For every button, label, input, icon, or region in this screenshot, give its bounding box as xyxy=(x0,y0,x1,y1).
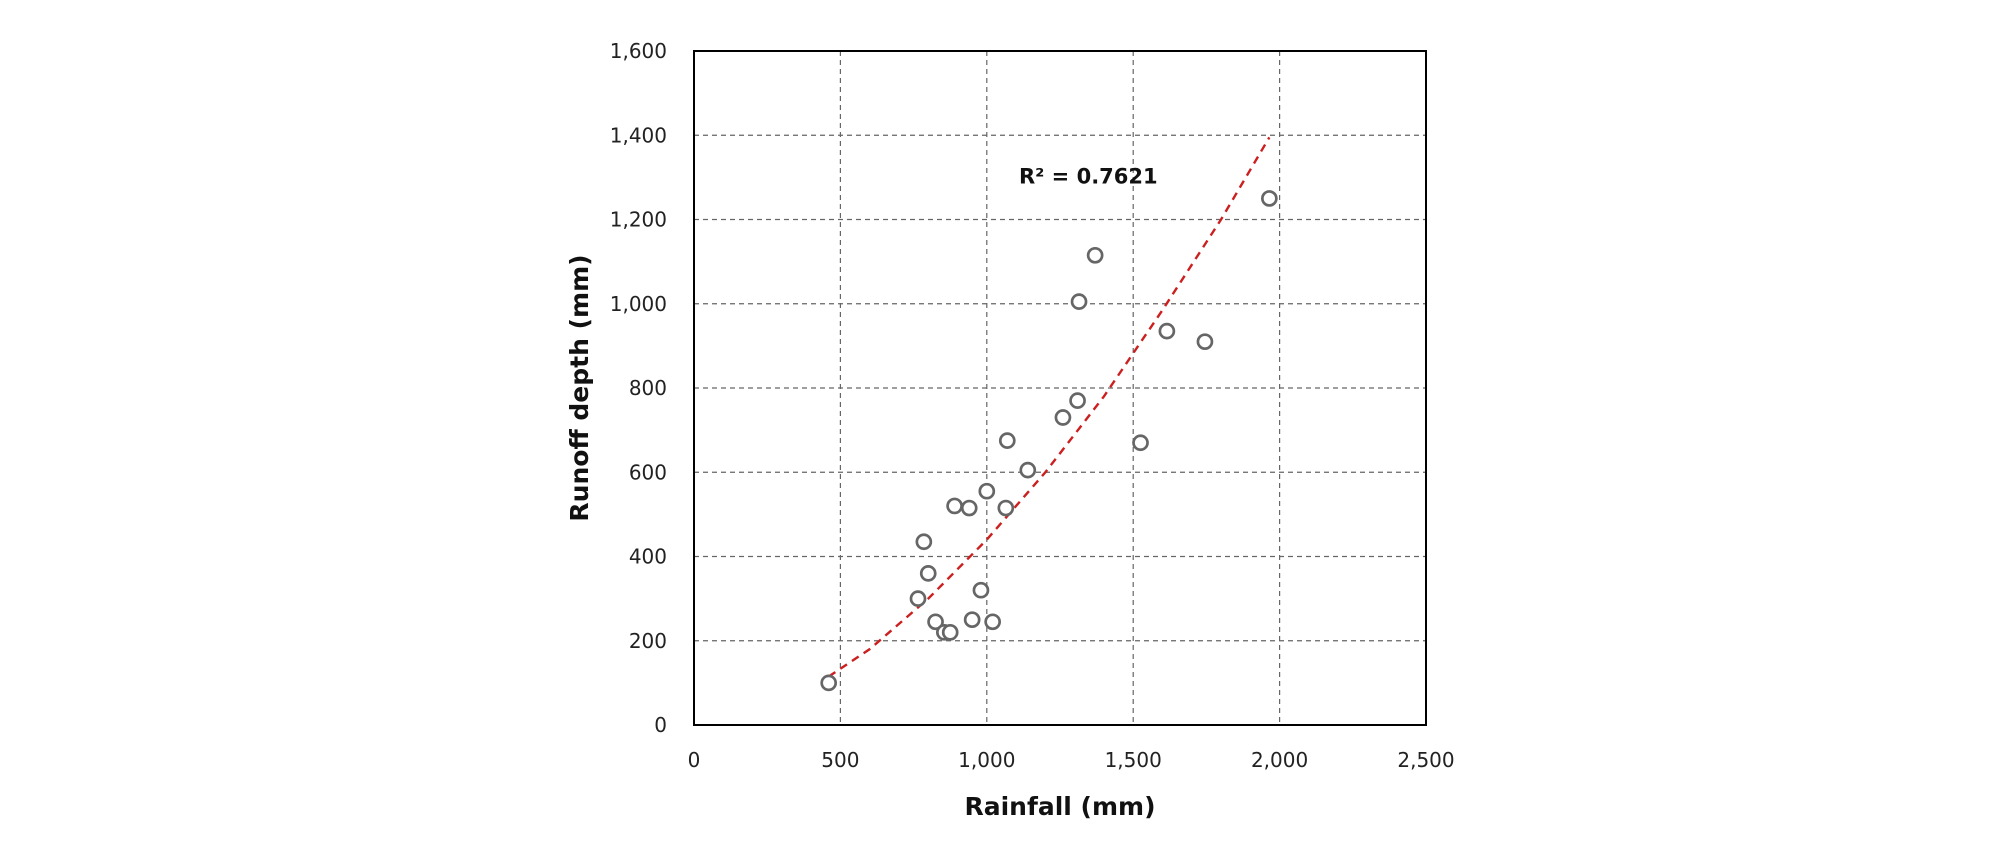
data-point xyxy=(1054,409,1072,426)
x-tick-label: 0 xyxy=(688,748,701,772)
y-tick-label: 1,600 xyxy=(610,39,667,63)
plot-frame xyxy=(693,50,1427,726)
x-tick-label: 1,500 xyxy=(1105,748,1162,772)
r-squared-annotation: R² = 0.7621 xyxy=(1019,165,1158,189)
data-point xyxy=(909,590,927,607)
data-point xyxy=(919,564,937,582)
y-axis-tick-labels: 0 200 400 600 800 1,000 1,200 1,400 1,600 xyxy=(610,39,667,737)
data-point xyxy=(998,432,1016,450)
y-tick-label: 1,000 xyxy=(610,292,667,316)
data-point xyxy=(960,499,978,517)
y-tick-label: 0 xyxy=(654,713,667,737)
data-point xyxy=(1132,434,1149,452)
data-point xyxy=(1158,322,1176,340)
y-tick-label: 200 xyxy=(629,629,667,653)
data-point xyxy=(927,613,944,631)
data-point xyxy=(1070,293,1088,310)
data-point xyxy=(978,482,996,500)
grid-lines xyxy=(694,51,1426,725)
x-tick-label: 500 xyxy=(821,748,859,772)
y-tick-label: 1,200 xyxy=(610,208,667,232)
y-tick-label: 400 xyxy=(629,545,667,569)
y-axis-title: Runoff depth (mm) xyxy=(565,254,594,521)
data-point xyxy=(1196,333,1214,351)
x-tick-label: 2,000 xyxy=(1251,748,1308,772)
y-tick-label: 800 xyxy=(629,376,667,400)
data-point xyxy=(963,611,981,629)
scatter-points xyxy=(820,190,1278,692)
data-point xyxy=(820,674,838,692)
x-tick-label: 2,500 xyxy=(1397,748,1454,772)
y-tick-label: 1,400 xyxy=(610,123,667,147)
data-point xyxy=(1261,190,1278,207)
data-point xyxy=(941,623,959,641)
data-point xyxy=(997,499,1015,517)
data-point xyxy=(915,533,933,551)
data-point xyxy=(972,581,990,599)
data-point xyxy=(984,613,1002,631)
x-tick-label: 1,000 xyxy=(958,748,1015,772)
data-point xyxy=(1069,392,1086,409)
trendline xyxy=(828,136,1271,678)
x-axis-title: Rainfall (mm) xyxy=(964,792,1155,821)
data-point xyxy=(946,497,963,515)
y-tick-label: 600 xyxy=(629,460,667,484)
data-point xyxy=(1019,461,1037,479)
x-axis-tick-labels: 0 500 1,000 1,500 2,000 2,500 xyxy=(688,748,1455,772)
data-point xyxy=(1086,246,1104,264)
